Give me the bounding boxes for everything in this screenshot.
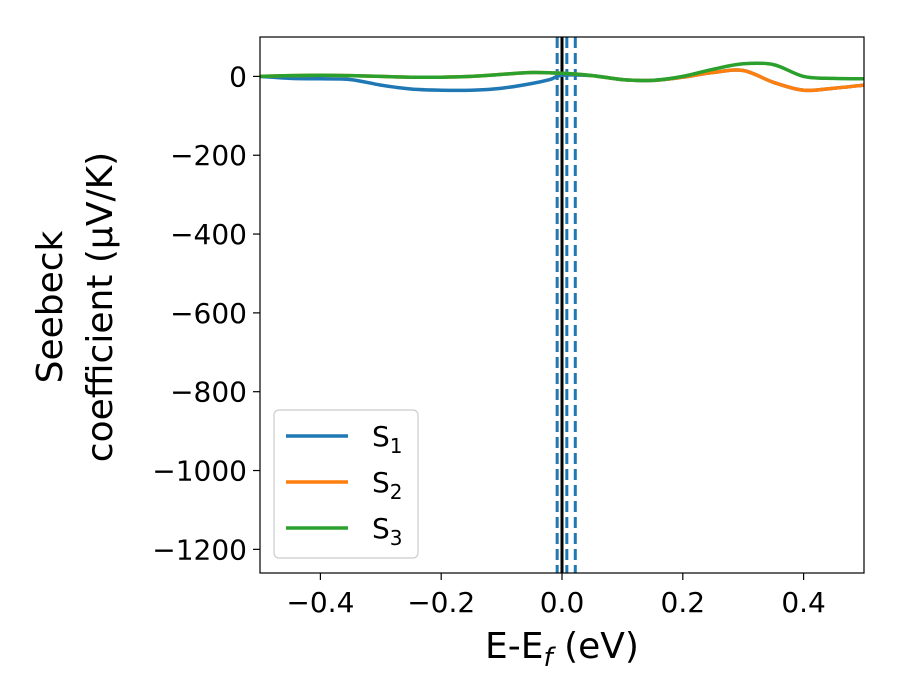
x-tick-label: −0.2 <box>407 586 475 619</box>
y-axis-label-line1: Seebeck <box>30 230 71 383</box>
series-line-s3 <box>260 61 864 83</box>
legend-label-s2: S2 <box>372 466 403 504</box>
series-layer <box>260 61 864 93</box>
x-tick-label: 0.4 <box>781 586 826 619</box>
y-axis-label: Seebeck coefficient (μV/K) <box>30 152 121 462</box>
x-tick-label: −0.4 <box>286 586 354 619</box>
x-tick-label: 0.0 <box>540 586 585 619</box>
y-tick-label: −600 <box>170 297 247 330</box>
y-tick-label: −1000 <box>152 455 247 488</box>
x-axis-label: E-Ef (eV) <box>485 626 639 673</box>
x-axis-ticks: −0.4 −0.2 0.0 0.2 0.4 <box>286 573 826 619</box>
y-tick-label: −200 <box>170 139 247 172</box>
x-tick-label: 0.2 <box>661 586 706 619</box>
y-tick-label: −400 <box>170 218 247 251</box>
y-tick-label: −800 <box>170 376 247 409</box>
y-axis-ticks: 0 −200 −400 −600 −800 −1000 −1200 <box>152 60 260 566</box>
legend-box <box>273 409 419 559</box>
legend: S1 S2 S3 <box>273 409 419 559</box>
y-axis-label-line2: coefficient (μV/K) <box>80 152 121 462</box>
legend-label-s1: S1 <box>372 420 403 458</box>
legend-label-s3: S3 <box>372 512 403 550</box>
vertical-lines-layer <box>555 37 577 573</box>
y-tick-label: 0 <box>229 60 247 93</box>
y-tick-label: −1200 <box>152 533 247 566</box>
